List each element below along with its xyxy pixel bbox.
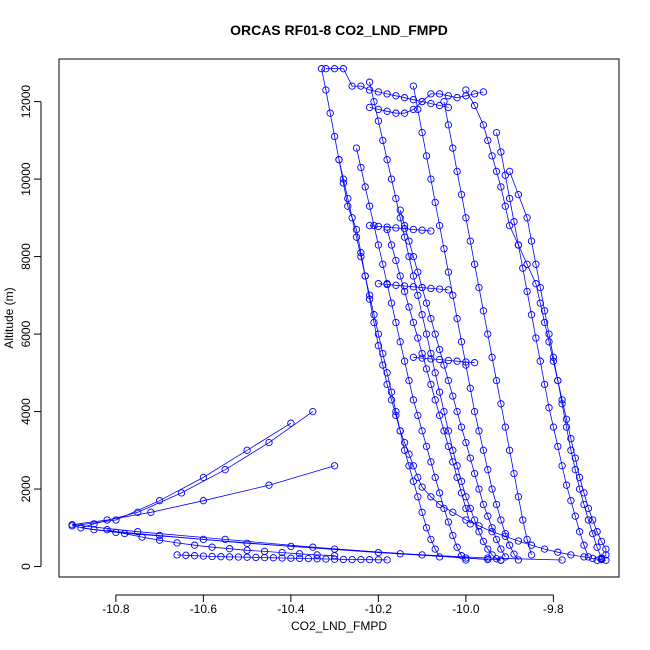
plot-area	[69, 66, 609, 564]
series-11	[493, 129, 591, 560]
y-tick-label: 0	[19, 563, 33, 570]
series-12	[69, 420, 491, 563]
series-line	[387, 230, 470, 524]
x-axis: -10.8 -10.6 -10.4 -10.2 -10.0 -9.8	[102, 595, 564, 616]
data-point	[310, 408, 316, 414]
x-tick-label: -10.8	[102, 602, 130, 616]
series-17	[323, 66, 452, 111]
series-15	[174, 552, 390, 563]
y-tick-label: 4000	[19, 398, 33, 425]
y-tick-label: 2000	[19, 475, 33, 502]
x-tick-label: -10.4	[277, 602, 305, 616]
series-9	[384, 226, 474, 527]
plot-frame	[59, 59, 619, 577]
data-point	[366, 104, 372, 110]
series-5	[353, 145, 469, 563]
series-line	[497, 133, 589, 557]
series-20	[366, 222, 434, 234]
series-2	[463, 87, 609, 564]
series-16	[104, 527, 338, 559]
series-7	[506, 168, 604, 561]
y-tick-label: 8000	[19, 243, 33, 270]
x-tick-label: -10.6	[190, 602, 218, 616]
data-point	[506, 168, 512, 174]
data-point	[366, 79, 372, 85]
y-tick-label: 10000	[19, 162, 33, 196]
series-6	[397, 207, 508, 560]
chart-title: ORCAS RF01-8 CO2_LND_FMPD	[230, 22, 448, 38]
y-tick-label: 12000	[19, 85, 33, 119]
x-tick-label: -10.2	[365, 602, 393, 616]
series-line	[357, 148, 466, 560]
y-axis-label: Altitude (m)	[2, 287, 16, 348]
series-line	[510, 171, 602, 558]
series-8	[441, 98, 535, 558]
series-line	[400, 210, 505, 557]
x-tick-label: -10.0	[452, 602, 480, 616]
series-line	[444, 102, 532, 555]
y-tick-label: 6000	[19, 320, 33, 347]
series-line	[370, 226, 431, 231]
x-tick-label: -9.8	[543, 602, 564, 616]
y-axis: 0 2000 4000 6000 8000 10000 12000	[19, 85, 41, 570]
series-line	[326, 69, 449, 108]
series-3	[366, 79, 504, 564]
series-line	[370, 82, 501, 560]
series-4	[410, 83, 521, 563]
x-axis-label: CO2_LND_FMPD	[291, 619, 387, 633]
